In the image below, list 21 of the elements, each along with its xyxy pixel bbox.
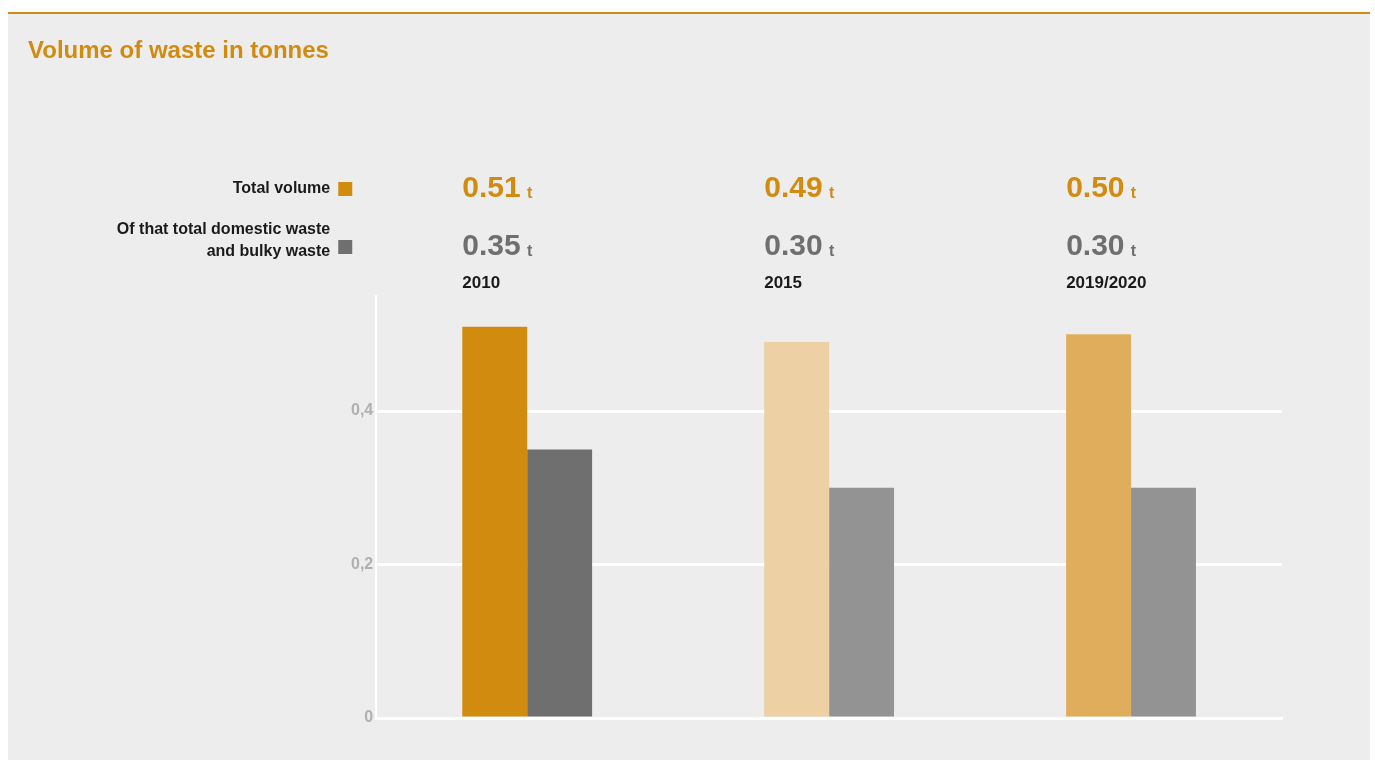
bar — [462, 326, 528, 717]
x-tick-label: 2019/2020 — [1066, 272, 1147, 292]
x-tick-label: 2015 — [764, 272, 803, 292]
bar — [829, 487, 895, 717]
data-label: 0.50 t — [1066, 170, 1137, 204]
bar — [1131, 487, 1196, 717]
bar — [527, 449, 593, 717]
bar — [1066, 334, 1132, 717]
y-tick-label: 0,4 — [350, 401, 374, 419]
y-tick-label: 0,2 — [350, 554, 374, 572]
text: Volume of waste in tonnes — [28, 36, 329, 64]
x-tick-label: 2010 — [462, 272, 501, 292]
data-label: 0.30 t — [1066, 228, 1137, 262]
data-label: 0.35 t — [462, 228, 534, 262]
legend-label: Total volume — [232, 179, 331, 197]
bar — [764, 342, 830, 717]
data-label: 0.49 t — [764, 170, 835, 204]
data-label: 0.51 t — [462, 170, 534, 204]
data-label: 0.30 t — [764, 228, 835, 262]
y-tick-label: 0 — [364, 708, 374, 726]
legend-label: Of that total domestic waste and bulky waste — [116, 220, 331, 260]
